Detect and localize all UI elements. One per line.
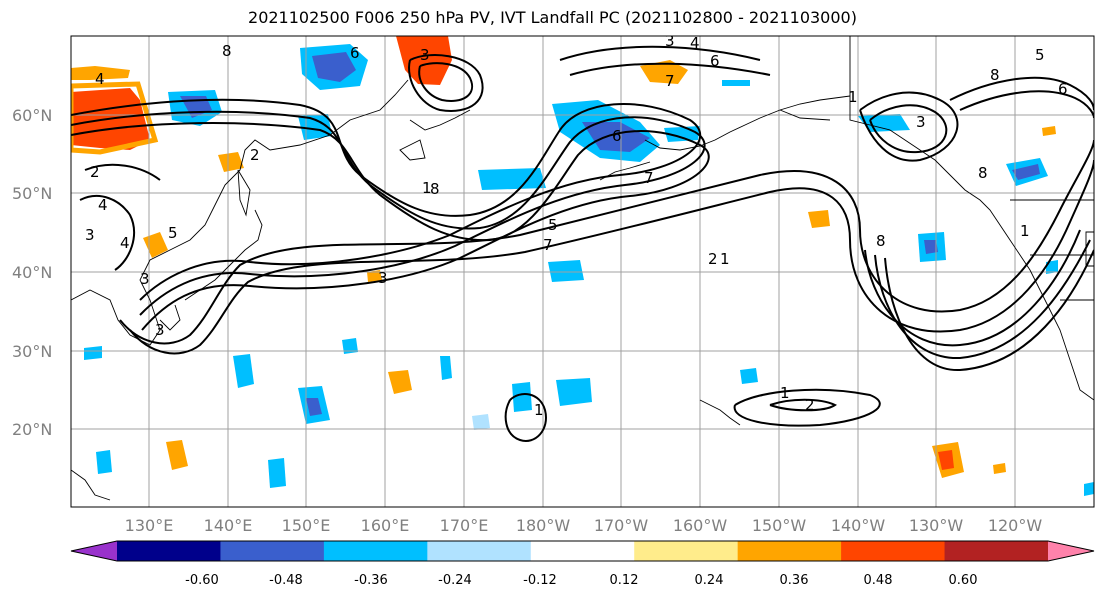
colorbar-labels: -0.60 -0.48 -0.36 -0.24 -0.12 0.12 0.24 … <box>185 573 977 588</box>
colorbar-segment <box>841 541 946 561</box>
contour-label: 7 <box>665 72 675 90</box>
colorbar-tick-label: 0.60 <box>949 573 978 588</box>
lon-label: 170°E <box>440 516 489 535</box>
lon-label: 170°W <box>594 516 649 535</box>
contour-label: 1 <box>422 179 432 197</box>
colorbar-tick-label: -0.36 <box>354 573 388 588</box>
contour-label: 6 <box>710 52 720 70</box>
colorbar-segment <box>737 541 842 561</box>
lon-label: 150°W <box>752 516 807 535</box>
contour-label: 8 <box>430 180 440 198</box>
map-title: 2021102500 F006 250 hPa PV, IVT Landfall… <box>248 8 857 27</box>
contour-label: 7 <box>543 236 553 254</box>
contour-label: 3 <box>85 226 95 244</box>
lon-label: 180°W <box>516 516 571 535</box>
colorbar-segment <box>323 541 428 561</box>
contour-label: 8 <box>222 42 232 60</box>
colorbar-outline <box>70 540 1095 562</box>
contour-label: 3 <box>155 321 165 339</box>
colorbar-tick-label: -0.24 <box>438 573 472 588</box>
contour-label: 5 <box>548 216 558 234</box>
lat-axis: 60°N 50°N 40°N 30°N 20°N <box>12 106 52 439</box>
contour-label: 5 <box>1035 46 1045 64</box>
lon-label: 140°W <box>831 516 886 535</box>
contour-label: 1 <box>534 401 544 419</box>
colorbar-tick-label: -0.60 <box>185 573 219 588</box>
colorbar-extend-low <box>71 541 117 561</box>
contour-label: 3 <box>140 270 150 288</box>
lon-axis: 130°E 140°E 150°E 160°E 170°E 180°W 170°… <box>125 516 1043 535</box>
pv-contours <box>71 45 1094 442</box>
colorbar-segment <box>530 541 635 561</box>
contour-label: 8 <box>990 66 1000 84</box>
contour-label: 1 <box>720 250 730 268</box>
contour-label: 6 <box>612 127 622 145</box>
lon-label: 130°E <box>125 516 174 535</box>
graticule <box>71 36 1094 507</box>
colorbar-tick-label: -0.12 <box>523 573 557 588</box>
lat-label: 50°N <box>12 184 52 203</box>
contour-label: 3 <box>916 113 926 131</box>
contour-label: 3 <box>420 46 430 64</box>
lat-label: 20°N <box>12 420 52 439</box>
lat-label: 30°N <box>12 342 52 361</box>
lon-label: 150°E <box>282 516 331 535</box>
lon-label: 160°E <box>361 516 410 535</box>
contour-label: 2 <box>250 146 260 164</box>
map-frame <box>70 35 1095 508</box>
lon-label: 140°E <box>204 516 253 535</box>
colorbar-segment <box>427 541 532 561</box>
contour-label-group: 4 8 6 2 3 5 1 6 7 3 6 1 4 8 8 3 5 7 2 4 … <box>85 32 1068 419</box>
colorbar-segment <box>117 541 221 561</box>
contour-label: 2 <box>708 250 718 268</box>
colorbar <box>70 540 1095 562</box>
contour-label: 7 <box>644 169 654 187</box>
contour-label: 4 <box>95 70 105 88</box>
contour-label: 3 <box>378 269 388 287</box>
lon-label: 160°W <box>673 516 728 535</box>
colorbar-tick-label: 0.12 <box>610 573 639 588</box>
lat-label: 40°N <box>12 263 52 282</box>
colorbar-tick-label: -0.48 <box>269 573 303 588</box>
contour-label: 1 <box>780 384 790 402</box>
colorbar-tick-label: 0.36 <box>780 573 809 588</box>
contour-label: 2 <box>90 163 100 181</box>
contour-label: 1 <box>1020 222 1030 240</box>
colorbar-tick-label: 0.24 <box>695 573 724 588</box>
colorbar-extend-high <box>1048 541 1094 561</box>
contour-label: 2 <box>805 396 815 414</box>
contour-label: 5 <box>168 224 178 242</box>
colorbar-segment <box>220 541 325 561</box>
contour-label: 3 <box>665 32 675 50</box>
contour-label: 6 <box>1058 80 1068 98</box>
contour-label: 4 <box>98 196 108 214</box>
contour-label: 4 <box>690 34 700 52</box>
contour-label: 8 <box>978 164 988 182</box>
colorbar-segment <box>944 541 1049 561</box>
lon-label: 130°W <box>909 516 964 535</box>
colorbar-segment <box>634 541 739 561</box>
contour-label: 4 <box>120 234 130 252</box>
contour-label: 6 <box>350 44 360 62</box>
contour-label: 1 <box>848 88 858 106</box>
colorbar-tick-label: 0.48 <box>864 573 893 588</box>
shading-layer <box>71 36 1094 496</box>
lat-label: 60°N <box>12 106 52 125</box>
contour-label: 8 <box>876 232 886 250</box>
lon-label: 120°W <box>988 516 1043 535</box>
